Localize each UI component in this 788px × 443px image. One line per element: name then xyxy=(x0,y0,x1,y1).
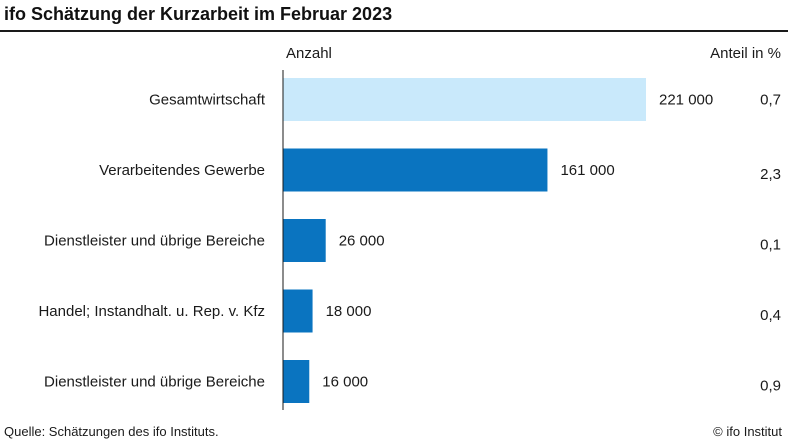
share-label: 0,7 xyxy=(760,92,781,109)
value-label: 221 000 xyxy=(659,92,713,109)
bar-rows: Gesamtwirtschaft 221 000 0,7 Verarbeitendes… xyxy=(38,78,781,403)
category-label: Dienstleister und übrige Bereiche xyxy=(44,233,265,250)
share-label: 0,4 xyxy=(760,307,781,324)
bar-row: Verarbeitendes Gewerbe 161 000 2,3 xyxy=(99,148,781,192)
value-label: 161 000 xyxy=(560,162,614,179)
share-label: 2,3 xyxy=(760,166,781,183)
bar xyxy=(283,148,548,192)
bar xyxy=(283,78,646,121)
title-rule xyxy=(0,30,788,32)
category-label: Dienstleister und übrige Bereiche xyxy=(44,374,265,391)
bar xyxy=(283,219,326,262)
bar xyxy=(283,360,310,403)
bar-row: Gesamtwirtschaft 221 000 0,7 xyxy=(149,78,781,121)
source-note: Quelle: Schätzungen des ifo Instituts. xyxy=(4,424,219,439)
value-label: 16 000 xyxy=(322,374,368,391)
share-column-header: Anteil in % xyxy=(710,45,781,62)
category-label: Verarbeitendes Gewerbe xyxy=(99,162,265,179)
value-label: 18 000 xyxy=(326,303,372,320)
bar xyxy=(283,289,313,333)
category-label: Handel; Instandhalt. u. Rep. v. Kfz xyxy=(38,303,265,320)
bar-row: Handel; Instandhalt. u. Rep. v. Kfz 18 00… xyxy=(38,289,781,333)
bar-row: Dienstleister und übrige Bereiche 26 000 0… xyxy=(44,219,781,262)
value-label: 26 000 xyxy=(339,233,385,250)
chart-title: ifo Schätzung der Kurzarbeit im Februar … xyxy=(4,4,393,24)
bar-row: Dienstleister und übrige Bereiche 16 000 0… xyxy=(44,360,781,403)
copyright-note: © ifo Institut xyxy=(713,424,782,439)
count-column-header: Anzahl xyxy=(286,45,332,62)
share-label: 0,1 xyxy=(760,237,781,254)
share-label: 0,9 xyxy=(760,378,781,395)
category-label: Gesamtwirtschaft xyxy=(149,92,266,109)
